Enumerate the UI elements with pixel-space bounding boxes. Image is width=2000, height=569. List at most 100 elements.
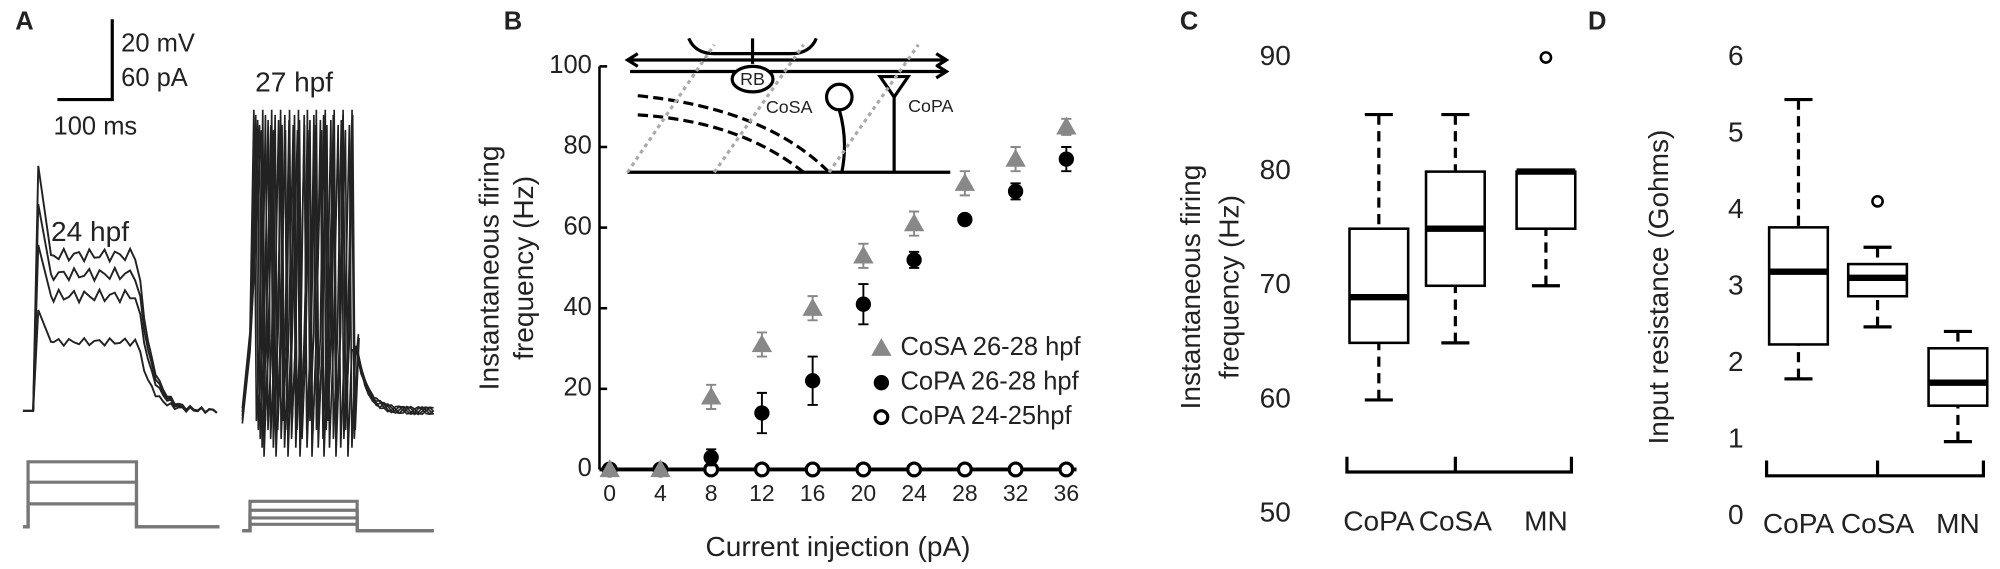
x-tick-label: 20 <box>851 480 877 506</box>
x-tick-label: CoPA <box>1343 505 1414 536</box>
marker <box>804 373 821 389</box>
trace <box>22 244 218 414</box>
y-tick-label: 100 <box>549 51 592 79</box>
command-step <box>22 460 220 529</box>
y-tick-label: 0 <box>578 454 592 482</box>
trace-label: 24 hpf <box>51 216 129 247</box>
y-tick-label: 80 <box>563 132 591 160</box>
x-tick-label: 32 <box>1003 480 1029 506</box>
marker <box>906 461 923 478</box>
x-tick-label: 16 <box>800 480 826 506</box>
marker <box>802 298 823 316</box>
marker <box>703 449 719 466</box>
x-tick-label: CoSA <box>1841 508 1915 539</box>
command-step <box>242 499 434 533</box>
legend-label: CoSA 26-28 hpf <box>901 333 1082 361</box>
panel-label: A <box>15 8 33 36</box>
voltage-traces <box>22 109 435 533</box>
marker <box>956 461 973 478</box>
x-tick-label: 36 <box>1054 480 1080 506</box>
y-tick-label: 70 <box>1260 268 1291 299</box>
scale-label: 100 ms <box>54 112 138 140</box>
outlier <box>1871 194 1884 208</box>
x-tick-label: 0 <box>603 480 616 506</box>
y-tick-label: 4 <box>1728 193 1744 224</box>
trace <box>22 165 218 414</box>
marker <box>753 461 770 478</box>
marker <box>855 296 872 312</box>
scale-label: 60 pA <box>121 64 188 92</box>
marker <box>1007 183 1024 199</box>
x-tick-label: 4 <box>654 480 667 506</box>
category-bracket <box>1345 456 1574 474</box>
panel-label: B <box>504 8 522 36</box>
x-tick-label: 8 <box>705 480 718 506</box>
x-tick-label: 28 <box>952 480 978 506</box>
y-axis-label: frequency (Hz) <box>508 176 539 360</box>
panel-label: D <box>1588 8 1606 36</box>
marker <box>903 213 925 232</box>
x-tick-label: MN <box>1936 508 1980 539</box>
command-step <box>242 522 434 533</box>
y-tick-label: 80 <box>1260 154 1291 185</box>
box <box>1927 347 1989 407</box>
y-axis-label: Input resistance (Gohms) <box>1643 130 1674 445</box>
command-step <box>22 502 220 529</box>
x-axis-label: Current injection (pA) <box>706 531 971 562</box>
y-tick-label: 60 <box>563 212 591 240</box>
x-tick-label: 24 <box>901 480 927 506</box>
trace <box>241 125 435 448</box>
marker <box>853 245 874 264</box>
box <box>1348 227 1410 345</box>
marker <box>754 405 770 421</box>
y-tick-label: 5 <box>1728 116 1744 147</box>
legend-marker <box>873 375 890 391</box>
marker <box>700 386 722 405</box>
marker <box>1005 148 1026 167</box>
box <box>1515 170 1577 230</box>
y-axis-label: Instantaneous firing <box>1175 165 1206 410</box>
y-tick-label: 60 <box>1260 382 1291 413</box>
marker <box>1058 461 1075 478</box>
trace <box>241 130 434 457</box>
marker <box>954 173 976 191</box>
marker <box>599 459 620 478</box>
scale-label: 20 mV <box>121 29 195 57</box>
inset-label: CoSA <box>766 97 813 117</box>
y-tick-label: 20 <box>563 374 591 402</box>
inset-label: CoPA <box>908 96 953 116</box>
x-tick-label: MN <box>1524 505 1568 536</box>
y-tick-label: 1 <box>1728 423 1744 454</box>
x-tick-label: 12 <box>749 480 775 506</box>
legend-label: CoPA 24-25hpf <box>901 402 1073 430</box>
y-tick-label: 50 <box>1260 496 1291 527</box>
marker <box>1056 116 1077 135</box>
scale-bar <box>57 19 114 102</box>
y-tick-label: 0 <box>1728 499 1744 530</box>
trace-label: 27 hpf <box>255 67 333 98</box>
x-tick-label: CoPA <box>1763 508 1834 539</box>
y-tick-label: 90 <box>1260 40 1291 71</box>
inset-label: RB <box>740 69 765 89</box>
legend-marker <box>873 409 890 426</box>
panel-label: C <box>1180 8 1198 36</box>
marker <box>650 459 671 478</box>
marker <box>1058 151 1074 167</box>
marker <box>957 211 973 228</box>
trace <box>22 309 218 415</box>
marker <box>751 334 773 353</box>
legend-label: CoPA 26-28 hpf <box>901 367 1080 395</box>
y-axis-label: frequency (Hz) <box>1213 195 1244 379</box>
y-axis-label: Instantaneous firing <box>473 146 504 391</box>
y-tick-label: 6 <box>1728 40 1744 71</box>
y-tick-label: 2 <box>1728 346 1744 377</box>
x-tick-label: CoSA <box>1419 505 1493 536</box>
command-step <box>242 508 434 533</box>
box <box>1767 226 1830 346</box>
marker <box>906 252 922 268</box>
marker <box>804 461 821 478</box>
y-tick-label: 3 <box>1728 269 1744 300</box>
